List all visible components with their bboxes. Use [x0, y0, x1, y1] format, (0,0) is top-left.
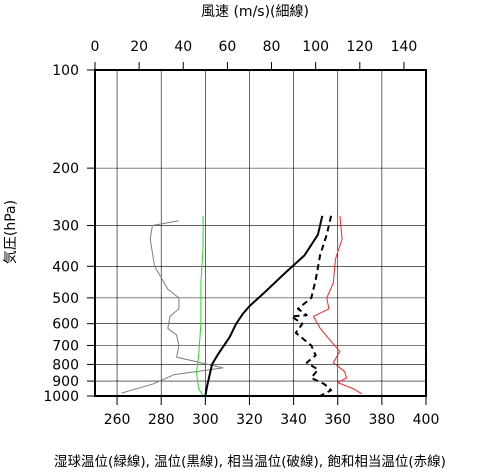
series-line-4 — [313, 215, 363, 395]
y-tick-label: 900 — [52, 374, 79, 390]
top-tick-label: 120 — [346, 39, 373, 55]
top-axis-label: 風速 (m/s)(細線) — [201, 4, 309, 20]
series-line-3 — [290, 215, 333, 397]
y-tick-label: 1000 — [43, 389, 79, 405]
axis-ticks: 260 280 300 320 340 360 380 400 0 20 40 60 80 100 120 1… — [43, 39, 439, 428]
bottom-tick-label: 280 — [148, 412, 175, 428]
top-tick-label: 100 — [302, 39, 329, 55]
bottom-tick-label: 260 — [104, 412, 131, 428]
y-tick-label: 200 — [52, 161, 79, 177]
bottom-tick-label: 360 — [324, 412, 351, 428]
bottom-tick-label: 400 — [413, 412, 440, 428]
bottom-tick-label: 340 — [280, 412, 307, 428]
grid-lines — [95, 70, 426, 396]
top-tick-label: 20 — [130, 39, 148, 55]
series-line-1 — [196, 215, 204, 397]
bottom-tick-label: 380 — [368, 412, 395, 428]
top-tick-label: 60 — [218, 39, 236, 55]
y-tick-label: 600 — [52, 317, 79, 333]
top-tick-label: 0 — [91, 39, 100, 55]
bottom-axis-label: 湿球温位(緑線), 温位(黒線), 相当温位(破線), 飽和相当温位(赤線) — [54, 454, 446, 470]
y-tick-label: 300 — [52, 219, 79, 235]
bottom-tick-label: 300 — [192, 412, 219, 428]
top-tick-label: 140 — [391, 39, 418, 55]
series-lines — [121, 215, 363, 397]
series-line-0 — [121, 220, 224, 394]
series-line-2 — [204, 215, 324, 397]
plot-frame — [94, 69, 427, 397]
bottom-tick-label: 320 — [236, 412, 263, 428]
y-tick-label: 100 — [52, 63, 79, 79]
top-tick-label: 40 — [174, 39, 192, 55]
y-tick-label: 500 — [52, 291, 79, 307]
y-tick-label: 800 — [52, 357, 79, 373]
y-axis-label: 気圧(hPa) — [3, 200, 19, 264]
top-tick-label: 80 — [263, 39, 281, 55]
y-tick-label: 700 — [52, 339, 79, 355]
y-tick-label: 400 — [52, 259, 79, 275]
